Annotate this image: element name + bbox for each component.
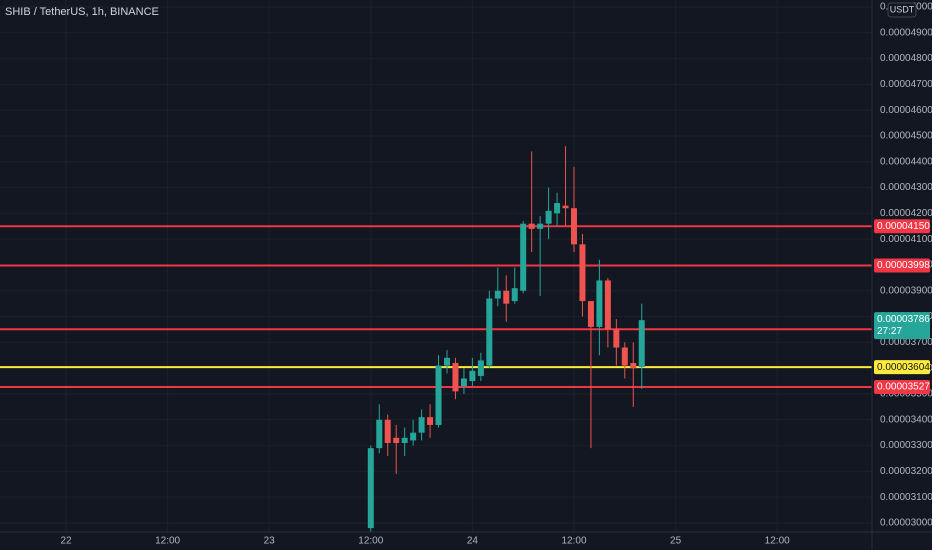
y-tick-label: 0.00004100 [880, 234, 932, 245]
candle-body [410, 432, 417, 441]
price-pane [0, 146, 872, 532]
x-tick-label: 12:00 [765, 536, 790, 547]
candle-body [596, 280, 603, 327]
price-label-box [874, 258, 930, 273]
candle-body [511, 288, 518, 302]
price-label-box [874, 219, 930, 234]
candle-body [503, 290, 510, 304]
candle-body [384, 419, 391, 443]
y-tick-label: 0.00004600 [880, 105, 932, 116]
y-tick-label: 0.00003500 [880, 389, 932, 400]
y-tick-label: 0.00003900 [880, 285, 932, 296]
x-tick-label: 23 [264, 536, 276, 547]
candle-body [604, 280, 611, 330]
candle-body [367, 448, 374, 529]
candle-body [613, 329, 620, 348]
candle-body [401, 437, 408, 443]
candle-body [554, 203, 561, 214]
countdown: 27:27 [877, 326, 902, 337]
y-tick-label: 0.00004700 [880, 79, 932, 90]
x-tick-label: 22 [60, 536, 72, 547]
currency-label: USDT [890, 4, 915, 14]
candle-body [494, 290, 501, 299]
candle-body [444, 357, 450, 366]
candle-body [477, 360, 484, 376]
candle-body [545, 210, 552, 224]
price-label-box [874, 360, 930, 375]
y-tick-label: 0.00004200 [880, 208, 932, 219]
candle-body [562, 205, 569, 209]
candle-body [579, 244, 586, 302]
y-tick-label: 0.00004300 [880, 182, 932, 193]
candle-body [537, 223, 544, 229]
currency-box [887, 2, 917, 18]
last-price-box [874, 312, 930, 340]
y-tick-label: 0.00003200 [880, 466, 932, 477]
y-tick-label: 0.00004400 [880, 156, 932, 167]
candle-body [460, 378, 467, 387]
x-tick-label: 24 [467, 536, 479, 547]
y-tick-label: 0.00003000 [880, 518, 932, 529]
candle-body [520, 223, 527, 291]
candle-body [427, 417, 434, 425]
candle-body [376, 419, 383, 449]
price-label: 0.00003998 [877, 260, 930, 271]
x-tick-label: 12:00 [358, 536, 383, 547]
candle-body [486, 298, 493, 366]
candle-body [393, 437, 400, 443]
candle-body [571, 208, 577, 245]
candle-body [452, 363, 459, 392]
x-tick-label: 25 [670, 536, 682, 547]
y-tick-label: 0.00003700 [880, 337, 932, 348]
y-tick-label: 0.00003100 [880, 492, 932, 503]
y-tick-label: 0.00004900 [880, 27, 932, 38]
candle-body [630, 363, 637, 369]
y-tick-label: 0.00003300 [880, 440, 932, 451]
candle-body [469, 370, 476, 382]
chart-title: SHIB / TetherUS, 1h, BINANCE [5, 6, 159, 18]
candle-body [528, 223, 535, 229]
x-tick-label: 12:00 [561, 536, 586, 547]
candle-body [418, 417, 425, 433]
last-price-label: 0.00003786 [877, 314, 930, 325]
price-axis: 0.00003000 0.00003100 0.00003200 0.00003300… [874, 2, 932, 529]
y-tick-label: 0.00004500 [880, 131, 932, 142]
price-label: 0.00004150 [877, 221, 930, 232]
price-label: 0.00003604 [877, 362, 930, 373]
price-label: 0.00003527 [877, 382, 930, 393]
y-tick-label: 0.00004800 [880, 53, 932, 64]
x-tick-label: 12:00 [155, 536, 180, 547]
candle-body [435, 365, 442, 425]
price-label-box [874, 380, 930, 395]
candle-body [638, 320, 645, 368]
y-tick-label: 0.00003400 [880, 414, 932, 425]
candle-body [587, 301, 594, 327]
candle-body [621, 347, 628, 366]
